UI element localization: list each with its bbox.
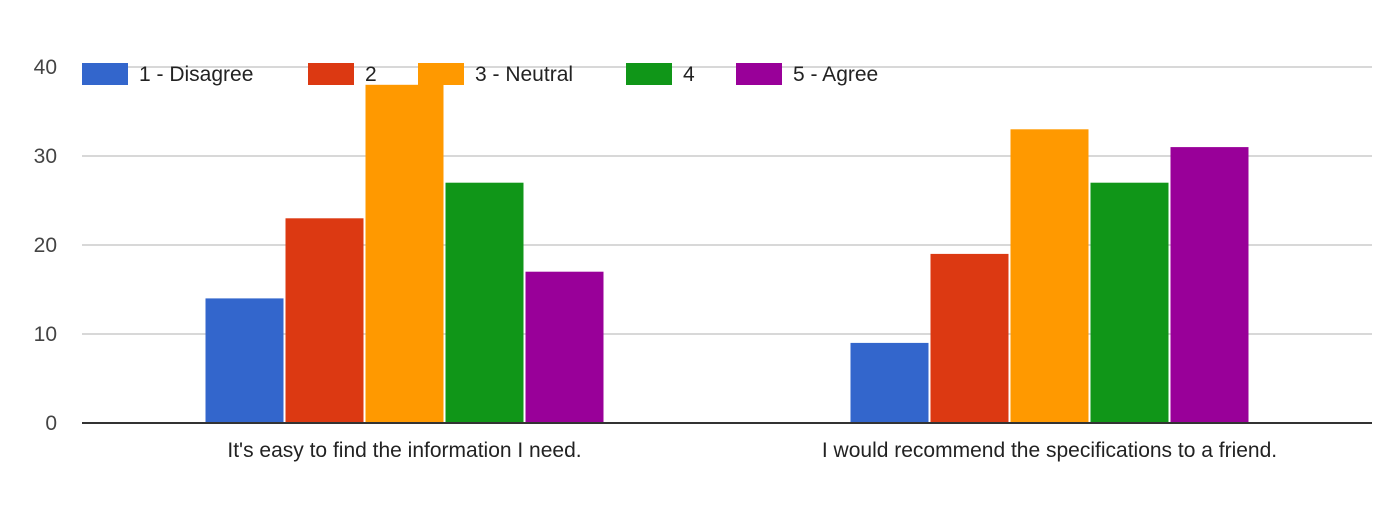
- y-tick-label: 10: [34, 323, 57, 346]
- legend-swatch: [308, 63, 354, 85]
- bar[interactable]: [205, 298, 284, 423]
- y-tick-label: 30: [34, 145, 57, 168]
- legend-label: 5 - Agree: [793, 63, 878, 86]
- bar[interactable]: [1010, 129, 1089, 424]
- legend-label: 3 - Neutral: [475, 63, 573, 86]
- legend-swatch: [82, 63, 128, 85]
- bar[interactable]: [525, 271, 604, 423]
- x-category-label: It's easy to find the information I need…: [227, 439, 581, 462]
- legend-label: 1 - Disagree: [139, 63, 253, 86]
- bar[interactable]: [850, 342, 929, 423]
- legend-label: 2: [365, 63, 377, 86]
- legend: 1 - Disagree 2 3 - Neutral 4 5 - Agree: [82, 63, 878, 86]
- x-category-label: I would recommend the specifications to …: [822, 439, 1277, 462]
- bar[interactable]: [365, 84, 444, 424]
- x-axis-category-labels: It's easy to find the information I need…: [227, 439, 1277, 462]
- y-axis-tick-labels: 0 10 20 30 40: [34, 56, 57, 435]
- bar[interactable]: [445, 182, 524, 423]
- y-tick-label: 40: [34, 56, 57, 79]
- y-tick-label: 0: [45, 412, 57, 435]
- legend-swatch: [626, 63, 672, 85]
- bar[interactable]: [930, 253, 1009, 423]
- y-tick-label: 20: [34, 234, 57, 257]
- legend-swatch: [418, 63, 464, 85]
- bars: [205, 84, 1249, 424]
- bar[interactable]: [1170, 147, 1249, 423]
- legend-label: 4: [683, 63, 695, 86]
- bar[interactable]: [1090, 182, 1169, 423]
- bar[interactable]: [285, 218, 364, 423]
- legend-swatch: [736, 63, 782, 85]
